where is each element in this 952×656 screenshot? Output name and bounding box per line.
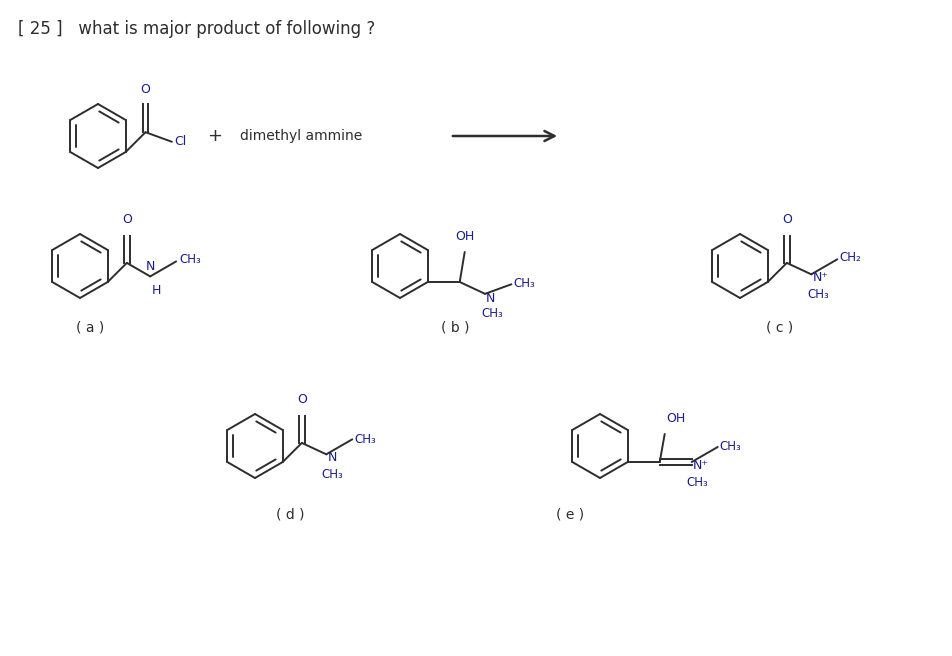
Text: Cl: Cl bbox=[173, 135, 186, 148]
Text: CH₃: CH₃ bbox=[179, 253, 201, 266]
Text: ( a ): ( a ) bbox=[76, 321, 104, 335]
Text: [ 25 ]   what is major product of following ?: [ 25 ] what is major product of followin… bbox=[18, 20, 375, 38]
Text: N: N bbox=[146, 260, 155, 274]
Text: H: H bbox=[152, 284, 162, 297]
Text: N: N bbox=[486, 292, 495, 305]
Text: CH₃: CH₃ bbox=[686, 476, 707, 489]
Text: O: O bbox=[141, 83, 150, 96]
Text: CH₃: CH₃ bbox=[806, 288, 828, 301]
Text: CH₃: CH₃ bbox=[719, 440, 741, 453]
Text: OH: OH bbox=[666, 412, 685, 425]
Text: ( b ): ( b ) bbox=[440, 321, 468, 335]
Text: O: O bbox=[297, 393, 307, 406]
Text: CH₃: CH₃ bbox=[321, 468, 343, 481]
Text: dimethyl ammine: dimethyl ammine bbox=[240, 129, 362, 143]
Text: +: + bbox=[208, 127, 222, 145]
Text: CH₃: CH₃ bbox=[481, 307, 503, 320]
Text: CH₃: CH₃ bbox=[513, 277, 535, 290]
Text: N⁺: N⁺ bbox=[692, 459, 708, 472]
Text: N: N bbox=[327, 451, 336, 464]
Text: OH: OH bbox=[455, 230, 474, 243]
Text: N⁺: N⁺ bbox=[811, 272, 827, 284]
Text: O: O bbox=[781, 213, 791, 226]
Text: ( c ): ( c ) bbox=[765, 321, 793, 335]
Text: ( e ): ( e ) bbox=[555, 507, 584, 521]
Text: CH₂: CH₂ bbox=[839, 251, 860, 264]
Text: ( d ): ( d ) bbox=[275, 507, 304, 521]
Text: CH₃: CH₃ bbox=[354, 433, 376, 446]
Text: O: O bbox=[122, 213, 131, 226]
